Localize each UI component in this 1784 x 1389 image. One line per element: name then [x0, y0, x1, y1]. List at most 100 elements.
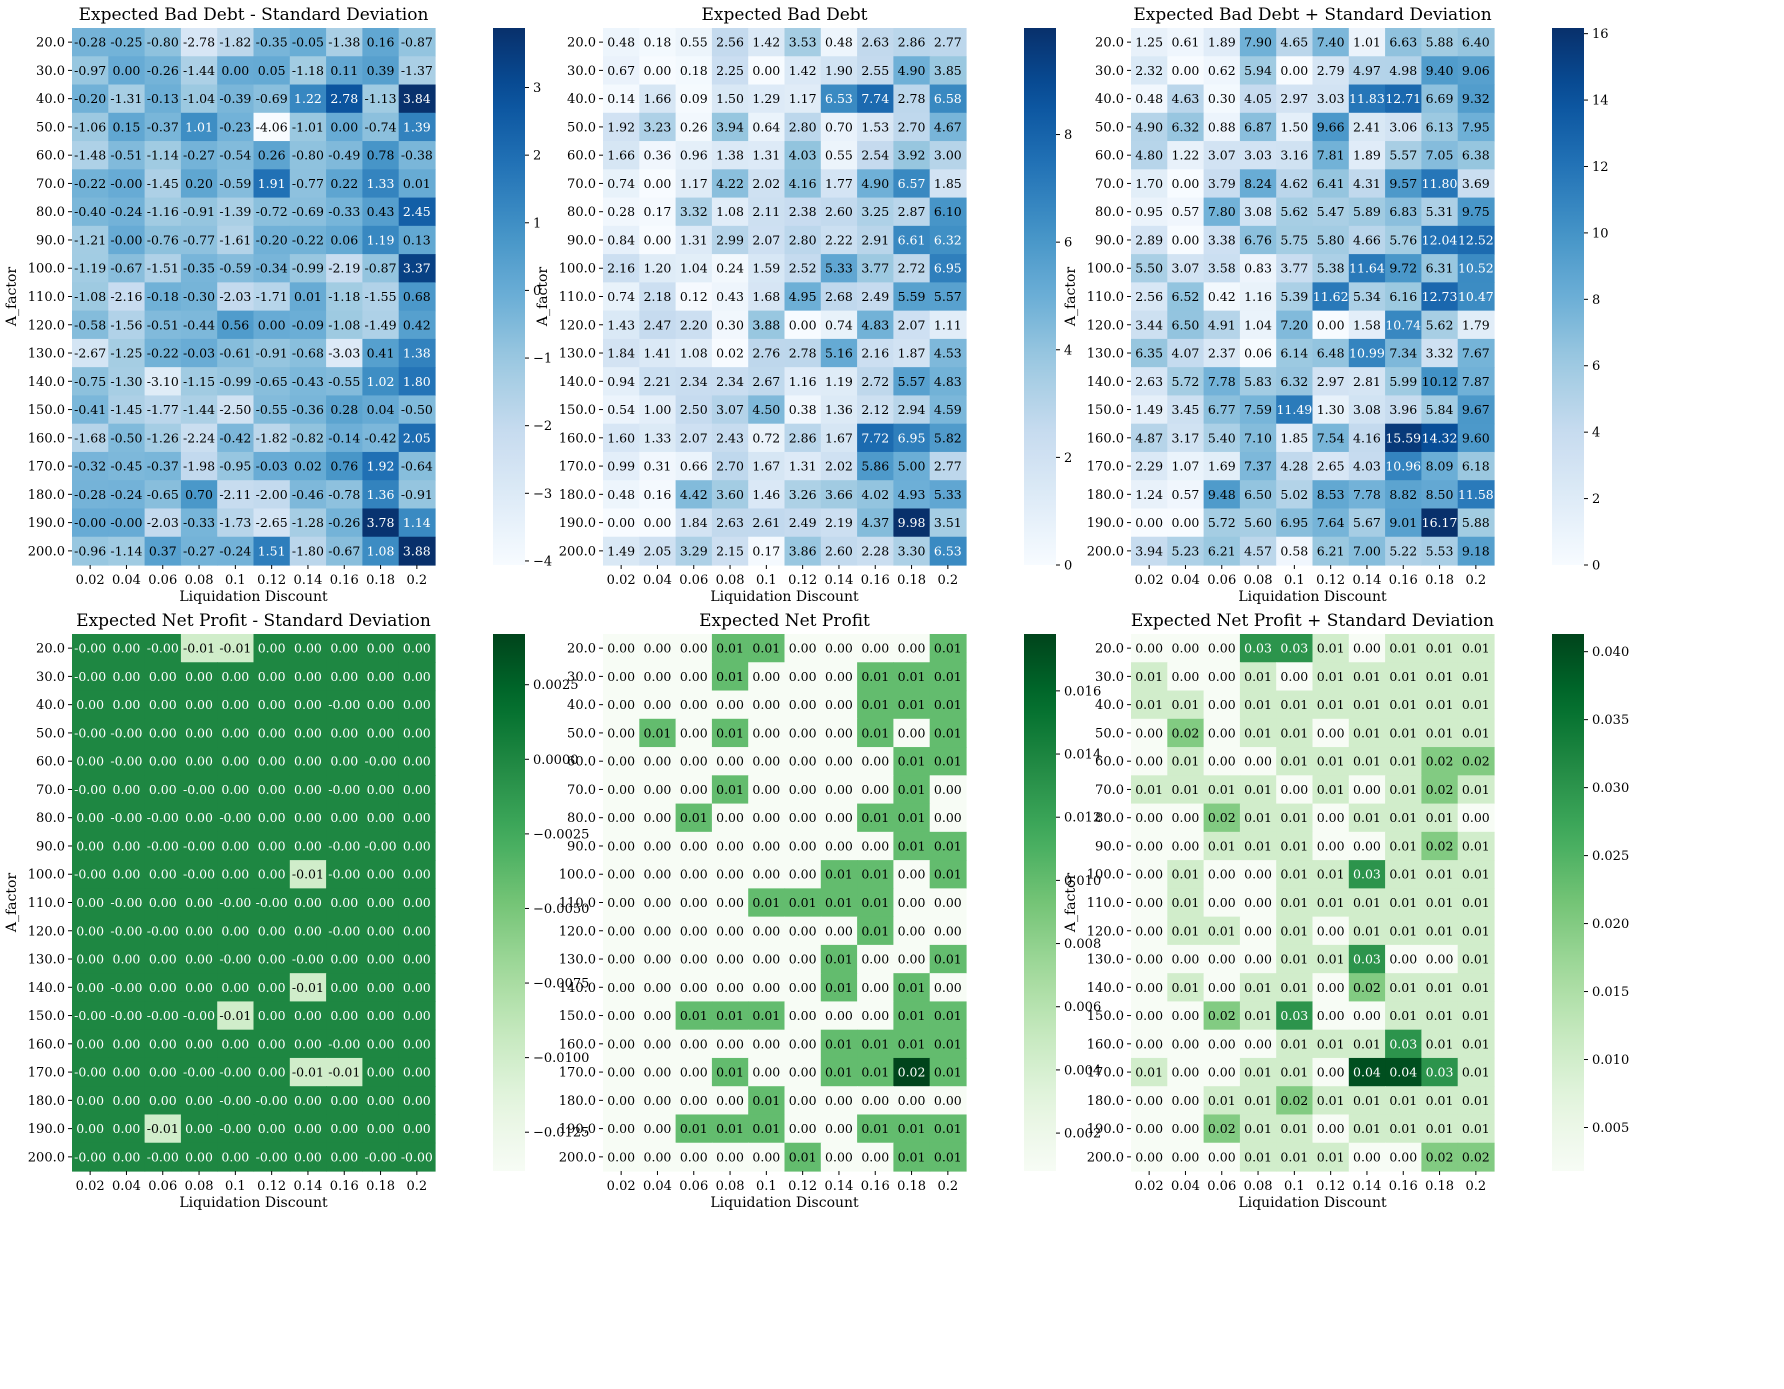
x-tick-label: 0.02 [607, 573, 636, 588]
heatmap-cell [857, 310, 894, 340]
heatmap-cell [784, 480, 822, 510]
heatmap-cell [675, 367, 713, 397]
heatmap-cell [289, 56, 327, 86]
heatmap-cell [1385, 254, 1422, 283]
x-tick-label: 0.02 [607, 1179, 636, 1194]
cell-value-label: 2.20 [680, 317, 708, 332]
cell-value-label: 0.00 [1172, 1093, 1200, 1108]
cell-value-label: 0.00 [330, 1008, 358, 1023]
cell-value-label: 5.38 [1317, 261, 1345, 276]
cell-value-label: 0.00 [752, 1036, 780, 1051]
cell-value-label: 3.23 [644, 119, 672, 134]
cell-value-label: 4.31 [1353, 176, 1381, 191]
heatmap-cell [1385, 141, 1422, 170]
heatmap-cell [784, 254, 822, 283]
y-tick-label: 200.0 [1087, 1150, 1124, 1165]
cell-value-label: 2.05 [644, 543, 672, 558]
heatmap-cell [72, 197, 109, 227]
heatmap-cell [1239, 225, 1277, 255]
heatmap-cell [253, 451, 291, 481]
heatmap-cell [1167, 310, 1205, 340]
cell-value-label: 2.50 [680, 402, 708, 417]
cell-value-label: 5.33 [934, 487, 962, 502]
cell-value-label: -0.37 [147, 119, 179, 134]
colorbar-tick-label: 0.008 [1064, 937, 1101, 952]
cell-value-label: 0.00 [716, 980, 744, 995]
cell-value-label: -0.00 [219, 1093, 251, 1108]
cell-value-label: 1.68 [752, 289, 780, 304]
heatmap-cell [1203, 84, 1241, 114]
cell-value-label: 0.00 [149, 697, 177, 712]
cell-value-label: 0.01 [1389, 754, 1417, 769]
heatmap-cell [711, 282, 749, 312]
heatmap-cell [398, 367, 436, 397]
x-tick-label: 0.04 [1171, 1179, 1200, 1194]
cell-value-label: 0.01 [1280, 980, 1308, 995]
heatmap-cell [1457, 282, 1495, 312]
heatmap-cell [1457, 423, 1495, 453]
heatmap-cell [1385, 536, 1422, 566]
cell-value-label: 0.00 [1317, 1008, 1345, 1023]
cell-value-label: 0.01 [1280, 867, 1308, 882]
y-tick-label: 120.0 [559, 318, 596, 333]
cell-value-label: -0.01 [292, 980, 324, 995]
y-tick-label: 160.0 [1087, 431, 1124, 446]
cell-value-label: 8.09 [1426, 459, 1454, 474]
cell-value-label: 11.80 [1422, 176, 1458, 191]
cell-value-label: 0.00 [294, 810, 322, 825]
cell-value-label: -0.00 [110, 895, 142, 910]
heatmap-cell [72, 28, 109, 57]
cell-value-label: 3.00 [934, 148, 962, 163]
cell-value-label: 0.02 [1208, 810, 1236, 825]
heatmap-cell [893, 141, 931, 170]
heatmap-cell [820, 367, 858, 397]
cell-value-label: 0.01 [934, 725, 962, 740]
cell-value-label: 6.31 [1426, 261, 1454, 276]
y-tick-label: 190.0 [559, 516, 596, 531]
cell-value-label: 0.00 [716, 697, 744, 712]
y-tick-label: 130.0 [559, 347, 596, 362]
heatmap-cell [1203, 225, 1241, 255]
x-tick-label: 0.08 [716, 1179, 745, 1194]
cell-value-label: 0.00 [221, 754, 249, 769]
heatmap-cell [1131, 423, 1168, 453]
cell-value-label: 0.01 [1462, 641, 1490, 656]
cell-value-label: 6.53 [825, 91, 853, 106]
cell-value-label: 6.41 [1317, 176, 1345, 191]
cell-value-label: -0.00 [74, 782, 106, 797]
cell-value-label: 7.20 [1280, 317, 1308, 332]
y-tick-label: 90.0 [36, 839, 65, 854]
cell-value-label: 0.00 [680, 1149, 708, 1164]
cell-value-label: 0.01 [1172, 895, 1200, 910]
heatmap-cell [1276, 28, 1314, 57]
cell-value-label: -0.00 [219, 895, 251, 910]
heatmap-cell [784, 28, 822, 57]
cell-value-label: -0.00 [110, 1008, 142, 1023]
cell-value-label: 0.01 [934, 669, 962, 684]
cell-value-label: 0.12 [680, 289, 708, 304]
heatmap-cell [253, 367, 291, 397]
cell-value-label: 6.95 [898, 430, 926, 445]
cell-value-label: 0.01 [1462, 725, 1490, 740]
cell-value-label: 0.01 [716, 725, 744, 740]
cell-value-label: 10.74 [1385, 317, 1421, 332]
heatmap-cell [857, 197, 894, 227]
heatmap-cell [289, 395, 327, 425]
cell-value-label: 5.53 [1426, 543, 1454, 558]
cell-value-label: 0.00 [403, 980, 431, 995]
cell-value-label: 0.01 [1353, 754, 1381, 769]
cell-value-label: 0.00 [185, 1093, 213, 1108]
cell-value-label: 1.42 [789, 63, 817, 78]
cell-value-label: 0.00 [752, 838, 780, 853]
cell-value-label: -1.55 [365, 289, 397, 304]
cell-value-label: 0.01 [1135, 669, 1163, 684]
cell-value-label: 0.00 [1135, 641, 1163, 656]
cell-value-label: -0.59 [219, 176, 251, 191]
heatmap-cell [675, 310, 713, 340]
cell-value-label: 1.17 [789, 91, 817, 106]
cell-value-label: -1.08 [328, 317, 360, 332]
cell-value-label: 4.90 [1135, 119, 1163, 134]
cell-value-label: 0.00 [607, 725, 635, 740]
heatmap-cell [1312, 367, 1350, 397]
cell-value-label: 0.02 [1462, 754, 1490, 769]
